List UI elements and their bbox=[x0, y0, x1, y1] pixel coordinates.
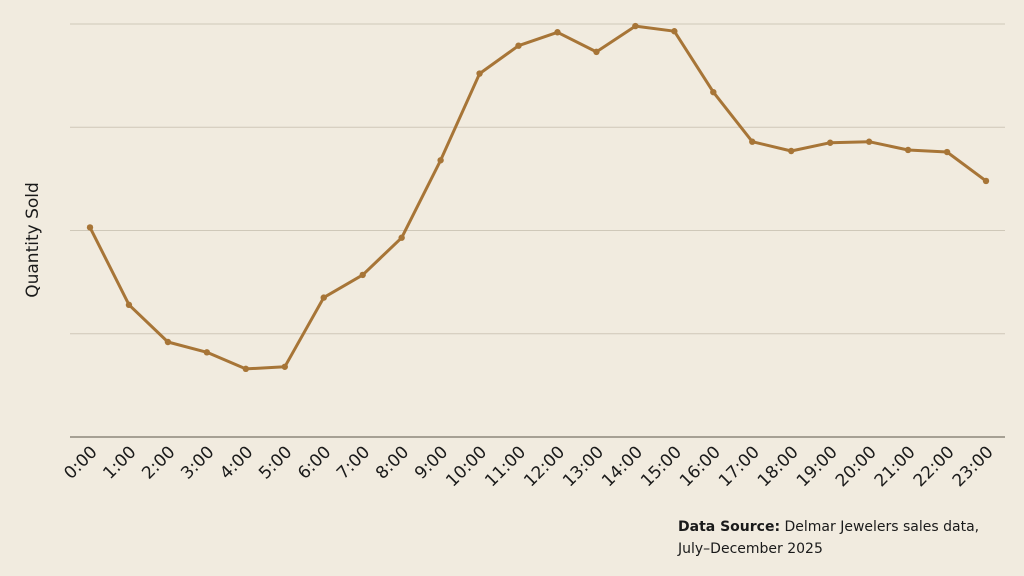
data-point bbox=[632, 22, 639, 30]
x-tick-label: 8:00 bbox=[372, 442, 413, 483]
data-point bbox=[515, 42, 522, 49]
data-point bbox=[281, 363, 288, 370]
data-source-note: Data Source: Delmar Jewelers sales data,… bbox=[678, 516, 1008, 560]
data-point bbox=[593, 48, 600, 56]
data-source-label: Data Source: bbox=[678, 519, 781, 535]
x-tick-label: 18:00 bbox=[754, 442, 803, 491]
data-point bbox=[164, 338, 172, 346]
data-source-text: Delmar Jewelers sales data, July–Decembe… bbox=[678, 519, 980, 557]
series-line bbox=[88, 24, 987, 371]
data-point bbox=[320, 294, 327, 301]
x-tick-labels: 0:001:002:003:004:005:006:007:008:009:00… bbox=[60, 442, 997, 491]
data-point bbox=[398, 234, 405, 241]
data-point bbox=[788, 147, 795, 155]
x-tick-label: 4:00 bbox=[216, 442, 257, 483]
x-tick-label: 21:00 bbox=[871, 442, 920, 491]
data-point bbox=[86, 224, 94, 231]
data-point bbox=[943, 148, 951, 156]
data-point bbox=[710, 88, 717, 96]
x-tick-label: 0:00 bbox=[60, 442, 101, 483]
data-point bbox=[554, 29, 561, 36]
data-point bbox=[749, 138, 756, 145]
data-point bbox=[826, 139, 834, 146]
data-point bbox=[242, 365, 250, 373]
x-tick-label: 23:00 bbox=[949, 442, 998, 491]
data-point bbox=[437, 157, 444, 164]
data-point bbox=[904, 146, 912, 154]
data-point bbox=[865, 138, 873, 145]
x-tick-label: 1:00 bbox=[99, 442, 140, 483]
data-point bbox=[982, 177, 990, 185]
x-tick-label: 15:00 bbox=[637, 442, 686, 491]
x-tick-label: 17:00 bbox=[715, 442, 764, 491]
x-tick-label: 19:00 bbox=[793, 442, 842, 491]
x-tick-label: 10:00 bbox=[442, 442, 491, 491]
x-tick-label: 16:00 bbox=[676, 442, 725, 491]
x-tick-label: 6:00 bbox=[294, 442, 335, 483]
data-point bbox=[671, 28, 678, 35]
x-tick-label: 5:00 bbox=[255, 442, 296, 483]
x-tick-label: 12:00 bbox=[520, 442, 569, 491]
x-tick-label: 3:00 bbox=[177, 442, 218, 483]
data-point bbox=[359, 271, 366, 279]
data-point bbox=[203, 349, 211, 356]
x-tick-label: 20:00 bbox=[832, 442, 881, 491]
data-point bbox=[125, 301, 133, 309]
x-tick-label: 22:00 bbox=[910, 442, 959, 491]
y-axis-label: Quantity Sold bbox=[23, 182, 43, 298]
x-tick-label: 7:00 bbox=[333, 442, 374, 483]
x-tick-label: 14:00 bbox=[598, 442, 647, 491]
x-tick-label: 13:00 bbox=[559, 442, 608, 491]
grid-lines bbox=[70, 23, 1005, 438]
x-tick-label: 11:00 bbox=[481, 442, 530, 491]
x-tick-label: 2:00 bbox=[138, 442, 179, 483]
data-point bbox=[476, 70, 483, 77]
data-points bbox=[86, 22, 990, 373]
